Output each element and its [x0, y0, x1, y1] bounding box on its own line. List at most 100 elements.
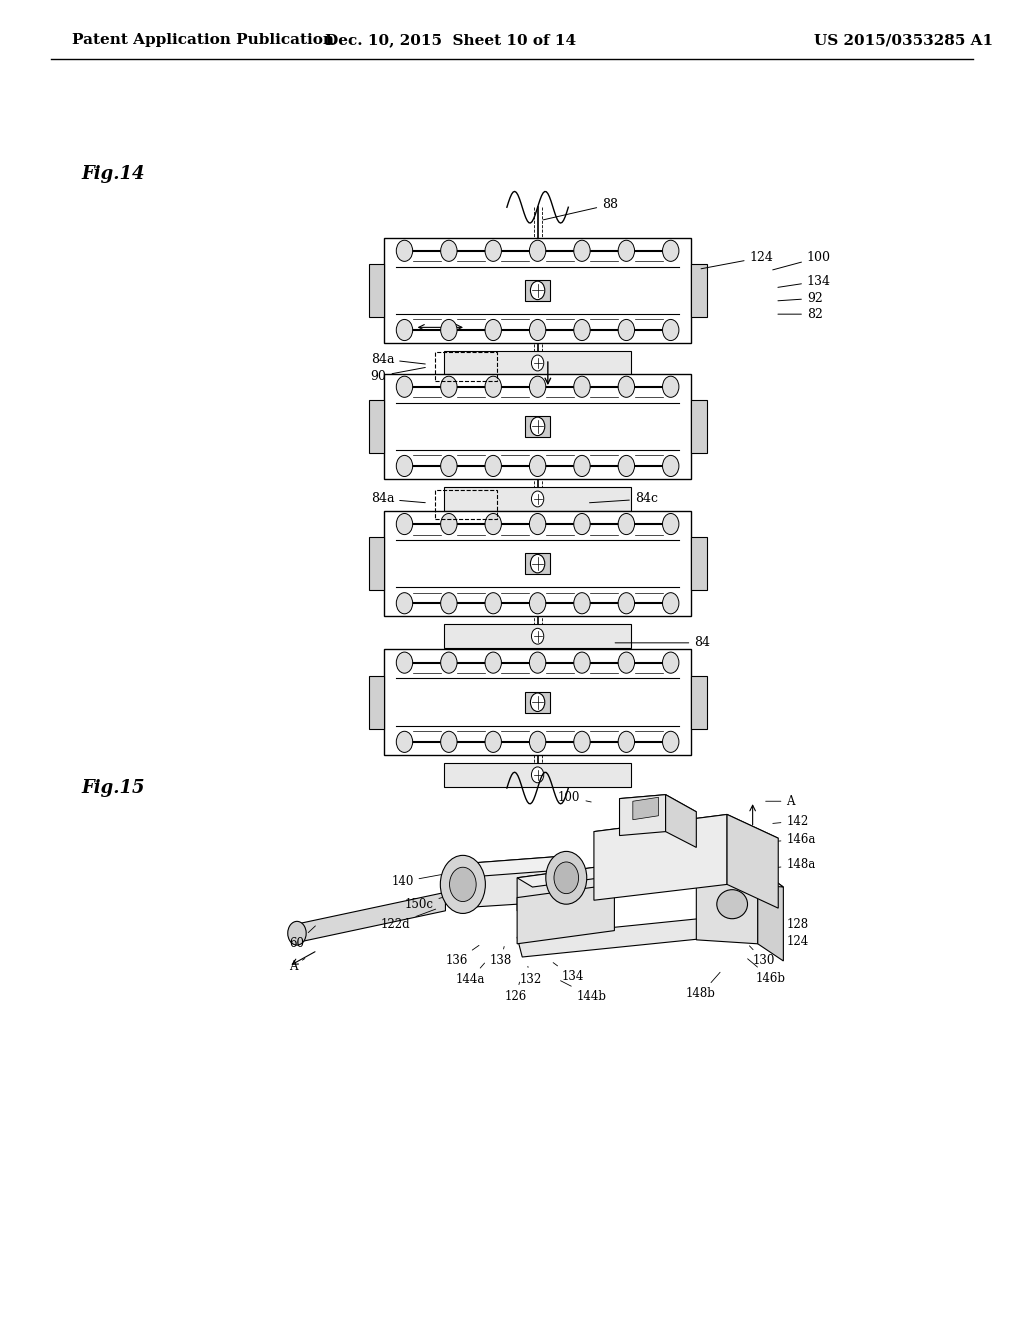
Circle shape — [450, 867, 476, 902]
Circle shape — [396, 652, 413, 673]
Circle shape — [618, 731, 635, 752]
Circle shape — [618, 652, 635, 673]
Bar — [435, 352, 497, 381]
Circle shape — [440, 855, 485, 913]
Circle shape — [573, 652, 590, 673]
Text: 130: 130 — [750, 946, 775, 968]
Circle shape — [529, 455, 546, 477]
Text: 84: 84 — [615, 636, 711, 649]
Text: 100: 100 — [773, 251, 830, 269]
Circle shape — [485, 652, 502, 673]
Text: 82: 82 — [778, 308, 823, 321]
Polygon shape — [594, 814, 727, 900]
Bar — [525, 416, 551, 437]
Circle shape — [573, 593, 590, 614]
Text: 84c: 84c — [590, 492, 657, 506]
Text: 134: 134 — [778, 275, 830, 288]
Circle shape — [573, 731, 590, 752]
Text: 148a: 148a — [771, 858, 816, 871]
Text: s: s — [558, 898, 568, 911]
Circle shape — [663, 731, 679, 752]
Circle shape — [485, 731, 502, 752]
Circle shape — [663, 455, 679, 477]
Bar — [384, 511, 691, 616]
Bar — [435, 490, 497, 519]
Ellipse shape — [288, 921, 306, 945]
Circle shape — [529, 376, 546, 397]
Circle shape — [396, 593, 413, 614]
Circle shape — [396, 319, 413, 341]
Polygon shape — [451, 855, 582, 878]
Circle shape — [396, 455, 413, 477]
Bar — [369, 537, 384, 590]
Polygon shape — [517, 917, 717, 957]
Text: 124: 124 — [772, 928, 809, 948]
Text: 92: 92 — [778, 292, 822, 305]
Text: 100: 100 — [558, 791, 591, 804]
Bar — [691, 264, 707, 317]
Bar — [369, 676, 384, 729]
Circle shape — [396, 731, 413, 752]
Bar — [444, 763, 631, 787]
Circle shape — [573, 319, 590, 341]
Polygon shape — [696, 865, 783, 887]
Circle shape — [485, 319, 502, 341]
Text: 150c: 150c — [404, 895, 453, 911]
Bar — [691, 537, 707, 590]
Bar — [384, 649, 691, 755]
Polygon shape — [696, 865, 758, 944]
Bar — [691, 400, 707, 453]
Circle shape — [531, 767, 544, 783]
Polygon shape — [758, 869, 783, 961]
Text: 132: 132 — [519, 966, 542, 986]
Text: 60: 60 — [289, 925, 315, 950]
Text: Dec. 10, 2015  Sheet 10 of 14: Dec. 10, 2015 Sheet 10 of 14 — [325, 33, 577, 48]
Text: 136: 136 — [445, 945, 479, 968]
Circle shape — [573, 376, 590, 397]
Circle shape — [440, 652, 457, 673]
Circle shape — [440, 593, 457, 614]
Text: 150b: 150b — [563, 880, 593, 894]
Bar — [384, 374, 691, 479]
Circle shape — [546, 851, 587, 904]
Circle shape — [485, 593, 502, 614]
Bar — [369, 264, 384, 317]
Bar — [525, 280, 551, 301]
Ellipse shape — [717, 890, 748, 919]
Text: 146a: 146a — [766, 833, 816, 846]
Text: Fig.15: Fig.15 — [82, 779, 145, 797]
Bar — [444, 624, 631, 648]
Text: 126: 126 — [505, 982, 527, 1003]
Circle shape — [529, 319, 546, 341]
Circle shape — [530, 693, 545, 711]
Text: 142: 142 — [773, 814, 809, 828]
Circle shape — [618, 455, 635, 477]
Text: 146b: 146b — [748, 958, 785, 985]
Bar — [691, 676, 707, 729]
Text: 84a: 84a — [371, 492, 425, 506]
Circle shape — [396, 376, 413, 397]
Polygon shape — [620, 795, 696, 816]
Circle shape — [440, 455, 457, 477]
Circle shape — [663, 652, 679, 673]
Text: 144b: 144b — [560, 981, 606, 1003]
Text: 140: 140 — [391, 874, 442, 888]
Circle shape — [531, 491, 544, 507]
Text: Patent Application Publication: Patent Application Publication — [72, 33, 334, 48]
Circle shape — [618, 240, 635, 261]
Circle shape — [530, 417, 545, 436]
Circle shape — [485, 455, 502, 477]
Bar — [525, 553, 551, 574]
Circle shape — [530, 554, 545, 573]
Circle shape — [529, 593, 546, 614]
Circle shape — [485, 376, 502, 397]
Text: 134: 134 — [553, 962, 584, 983]
Circle shape — [485, 513, 502, 535]
Circle shape — [396, 513, 413, 535]
Polygon shape — [666, 795, 696, 847]
Circle shape — [440, 513, 457, 535]
Circle shape — [573, 240, 590, 261]
Circle shape — [529, 240, 546, 261]
Polygon shape — [517, 865, 614, 911]
Circle shape — [485, 240, 502, 261]
